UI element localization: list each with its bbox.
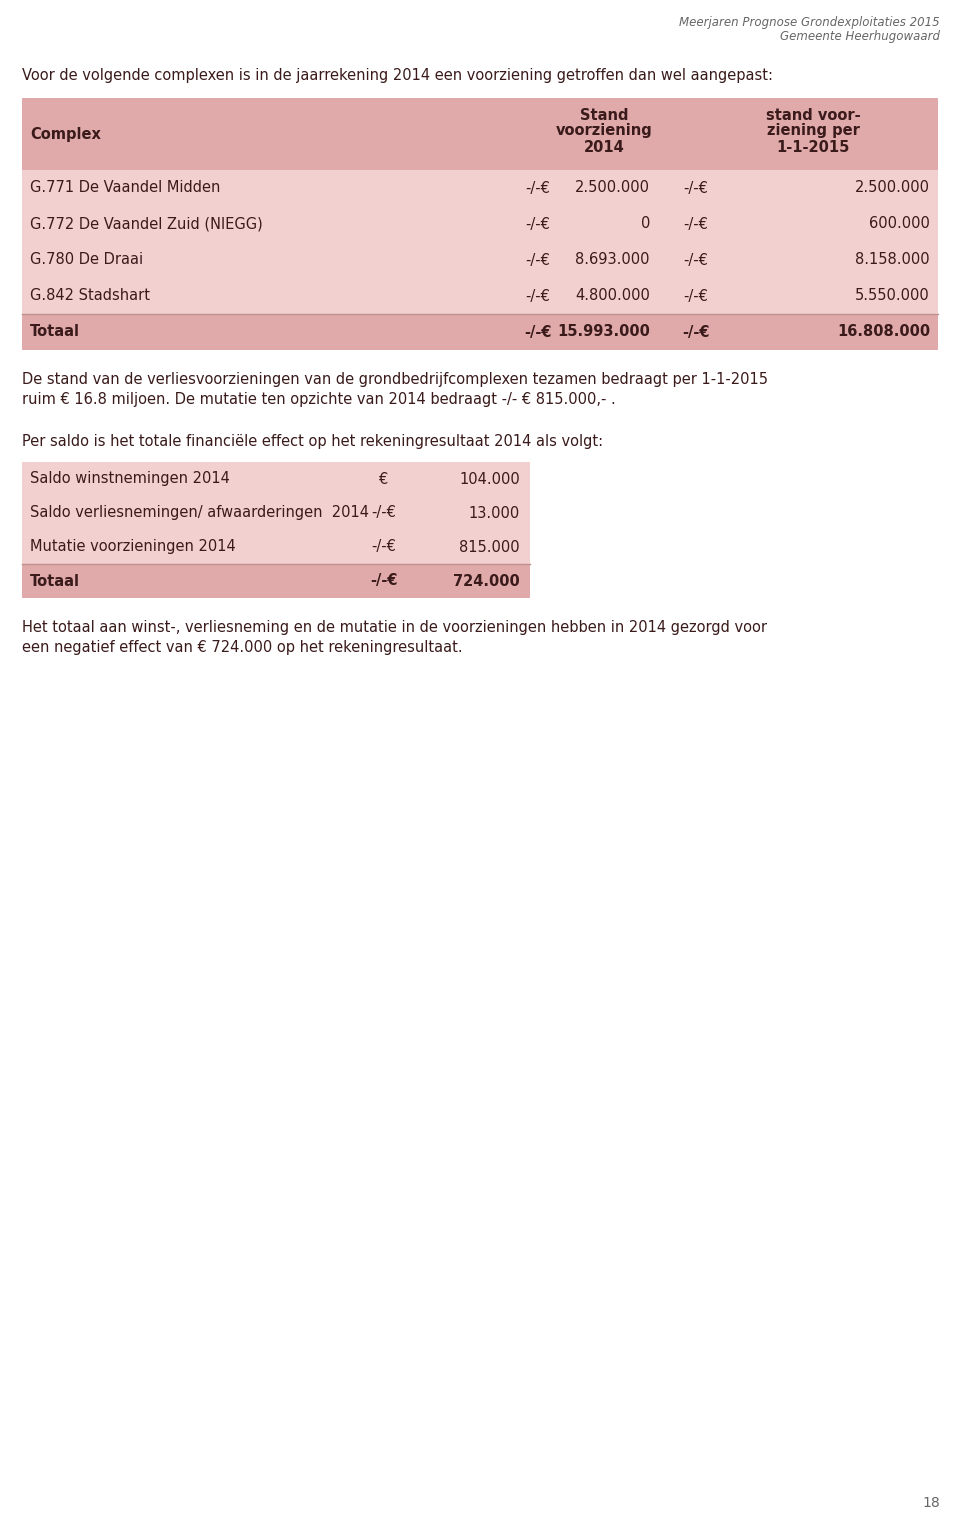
Text: Totaal: Totaal <box>30 573 80 589</box>
Bar <box>22 462 530 598</box>
Text: G.780 De Draai: G.780 De Draai <box>30 253 143 267</box>
Text: De stand van de verliesvoorzieningen van de grondbedrijfcomplexen tezamen bedraa: De stand van de verliesvoorzieningen van… <box>22 372 768 387</box>
Bar <box>22 564 530 598</box>
Text: -/-€: -/-€ <box>525 288 550 303</box>
Text: 600.000: 600.000 <box>869 217 930 232</box>
Text: Mutatie voorzieningen 2014: Mutatie voorzieningen 2014 <box>30 540 236 555</box>
Text: €: € <box>379 471 389 486</box>
Text: Saldo verliesnemingen/ afwaarderingen  2014: Saldo verliesnemingen/ afwaarderingen 20… <box>30 505 369 520</box>
Text: -/-€: -/-€ <box>525 180 550 195</box>
Text: Saldo winstnemingen 2014: Saldo winstnemingen 2014 <box>30 471 229 486</box>
Text: Per saldo is het totale financiële effect op het rekeningresultaat 2014 als volg: Per saldo is het totale financiële effec… <box>22 435 603 448</box>
Text: 104.000: 104.000 <box>459 471 520 486</box>
Text: 5.550.000: 5.550.000 <box>855 288 930 303</box>
Bar <box>22 98 938 169</box>
Text: -/-€: -/-€ <box>684 217 708 232</box>
Text: ziening per: ziening per <box>767 124 859 139</box>
Text: 2.500.000: 2.500.000 <box>575 180 650 195</box>
Text: Gemeente Heerhugowaard: Gemeente Heerhugowaard <box>780 30 940 43</box>
Text: 13.000: 13.000 <box>468 505 520 520</box>
Text: -/-€: -/-€ <box>372 505 396 520</box>
Text: Complex: Complex <box>30 127 101 142</box>
Text: -/-€: -/-€ <box>683 325 709 340</box>
Text: 724.000: 724.000 <box>453 573 520 589</box>
Text: 1-1-2015: 1-1-2015 <box>777 140 850 156</box>
Text: stand voor-: stand voor- <box>766 108 860 124</box>
Text: -/-€: -/-€ <box>684 253 708 267</box>
Text: Stand: Stand <box>580 108 628 124</box>
Text: -/-€: -/-€ <box>524 325 552 340</box>
Text: -/-€: -/-€ <box>371 573 397 589</box>
Text: -/-€: -/-€ <box>372 540 396 555</box>
Text: een negatief effect van € 724.000 op het rekeningresultaat.: een negatief effect van € 724.000 op het… <box>22 640 463 656</box>
Text: Voor de volgende complexen is in de jaarrekening 2014 een voorziening getroffen : Voor de volgende complexen is in de jaar… <box>22 69 773 82</box>
Text: -/-€: -/-€ <box>525 217 550 232</box>
Bar <box>22 98 938 351</box>
Text: G.772 De Vaandel Zuid (NIEGG): G.772 De Vaandel Zuid (NIEGG) <box>30 217 263 232</box>
Text: ruim € 16.8 miljoen. De mutatie ten opzichte van 2014 bedraagt -/- € 815.000,- .: ruim € 16.8 miljoen. De mutatie ten opzi… <box>22 392 615 407</box>
Text: 2014: 2014 <box>584 140 624 156</box>
Text: 8.158.000: 8.158.000 <box>855 253 930 267</box>
Text: 2.500.000: 2.500.000 <box>855 180 930 195</box>
Text: Totaal: Totaal <box>30 325 80 340</box>
Text: 4.800.000: 4.800.000 <box>575 288 650 303</box>
Text: G.842 Stadshart: G.842 Stadshart <box>30 288 150 303</box>
Text: -/-€: -/-€ <box>684 180 708 195</box>
Text: 15.993.000: 15.993.000 <box>557 325 650 340</box>
Text: 0: 0 <box>640 217 650 232</box>
Text: Het totaal aan winst-, verliesneming en de mutatie in de voorzieningen hebben in: Het totaal aan winst-, verliesneming en … <box>22 621 767 634</box>
Text: G.771 De Vaandel Midden: G.771 De Vaandel Midden <box>30 180 221 195</box>
Text: 16.808.000: 16.808.000 <box>837 325 930 340</box>
Text: 8.693.000: 8.693.000 <box>575 253 650 267</box>
Text: -/-€: -/-€ <box>684 288 708 303</box>
Bar <box>22 314 938 351</box>
Text: -/-€: -/-€ <box>525 253 550 267</box>
Text: 815.000: 815.000 <box>460 540 520 555</box>
Text: Meerjaren Prognose Grondexploitaties 2015: Meerjaren Prognose Grondexploitaties 201… <box>680 15 940 29</box>
Text: 18: 18 <box>923 1496 940 1510</box>
Text: voorziening: voorziening <box>556 124 653 139</box>
